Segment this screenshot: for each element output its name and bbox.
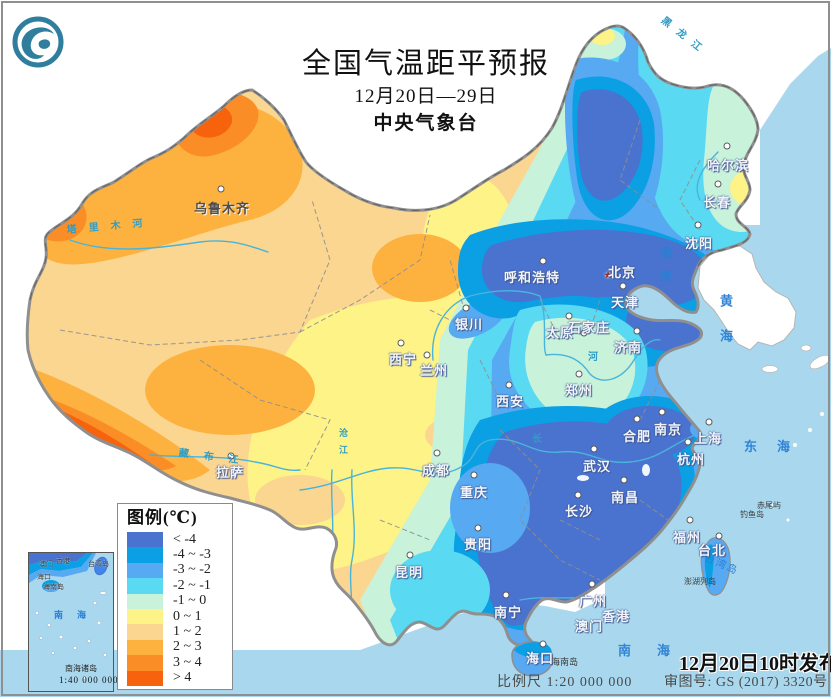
legend-swatch	[127, 562, 163, 579]
south-china-sea-inset: 澳门 香港 台湾岛 海口 海南岛 南海 南海诸岛 1:40 000 000	[28, 552, 118, 692]
legend-swatch	[127, 655, 163, 671]
map-review-number: 审图号: GS (2017) 3320号	[664, 675, 828, 690]
city-marker	[227, 452, 235, 460]
legend-swatch	[127, 593, 163, 609]
city-marker	[406, 551, 414, 559]
legend-row: > 4	[127, 670, 232, 686]
legend-swatch	[127, 578, 163, 594]
city-marker	[423, 351, 431, 359]
city-marker	[619, 282, 627, 290]
issue-time: 12月20日10时发布	[679, 653, 831, 675]
legend-swatch	[127, 624, 163, 640]
legend-label: < -4	[173, 531, 197, 547]
city-marker	[705, 418, 713, 426]
legend-row: -1 ~ 0	[127, 593, 232, 609]
taiwan-island	[700, 537, 731, 596]
city-marker	[694, 221, 702, 229]
city-marker	[539, 257, 547, 265]
city-marker	[470, 471, 478, 479]
legend-row: -3 ~ -2	[127, 562, 232, 579]
city-marker	[502, 591, 510, 599]
cma-logo-icon	[12, 16, 64, 68]
city-marker	[714, 180, 722, 188]
legend-swatch	[127, 547, 163, 563]
legend-label: -3 ~ -2	[173, 562, 211, 578]
legend-swatch	[127, 639, 163, 656]
legend-label: 0 ~ 1	[173, 608, 202, 624]
legend-row: 3 ~ 4	[127, 654, 232, 671]
legend-row: 2 ~ 3	[127, 639, 232, 656]
city-marker	[580, 329, 588, 337]
city-marker	[620, 476, 628, 484]
legend-label: -1 ~ 0	[173, 593, 207, 609]
legend-label: -4 ~ -3	[173, 547, 211, 563]
legend-label: 3 ~ 4	[173, 654, 202, 670]
hainan-island	[511, 640, 554, 677]
city-marker	[658, 408, 666, 416]
legend-label: > 4	[173, 670, 192, 686]
city-marker	[505, 381, 513, 389]
city-marker	[217, 185, 225, 193]
city-marker	[684, 438, 692, 446]
city-marker	[633, 415, 641, 423]
page-title: 全国气温距平预报	[301, 48, 551, 80]
province-borders	[59, 119, 701, 581]
map-scale: 比例尺 1:20 000 000	[497, 675, 633, 690]
city-marker	[397, 339, 405, 347]
city-marker	[686, 516, 694, 524]
legend-swatch	[127, 532, 163, 548]
city-marker	[723, 142, 731, 150]
legend-row: 1 ~ 2	[127, 624, 232, 640]
inset-map-art	[29, 553, 108, 680]
city-marker	[715, 532, 723, 540]
forecast-date-range: 12月20日—29日	[354, 86, 498, 108]
title-block: 全国气温距平预报 12月20日—29日 中央气象台	[302, 48, 550, 137]
city-marker	[633, 327, 641, 335]
capital-star-marker: ★	[603, 269, 613, 282]
legend-label: 2 ~ 3	[173, 639, 202, 655]
legend-row: -2 ~ -1	[127, 577, 232, 594]
legend-row: -4 ~ -3	[127, 547, 232, 563]
city-marker	[433, 449, 441, 457]
legend-swatch	[127, 670, 163, 686]
foreign-land	[697, 245, 831, 522]
city-marker	[588, 580, 596, 588]
national-border-dash	[29, 25, 759, 301]
legend-row: 0 ~ 1	[127, 608, 232, 625]
city-marker	[474, 524, 482, 532]
city-marker	[565, 312, 573, 320]
legend-title: 图例(℃)	[127, 508, 198, 527]
city-marker	[590, 445, 598, 453]
city-marker	[575, 370, 583, 378]
issuing-agency: 中央气象台	[373, 113, 479, 135]
legend-label: -2 ~ -1	[173, 577, 211, 593]
legend-swatch	[127, 608, 163, 625]
legend-label: 1 ~ 2	[173, 624, 202, 640]
city-marker	[539, 640, 547, 648]
city-marker	[462, 304, 470, 312]
city-marker	[574, 491, 582, 499]
legend-row: < -4	[127, 531, 232, 548]
